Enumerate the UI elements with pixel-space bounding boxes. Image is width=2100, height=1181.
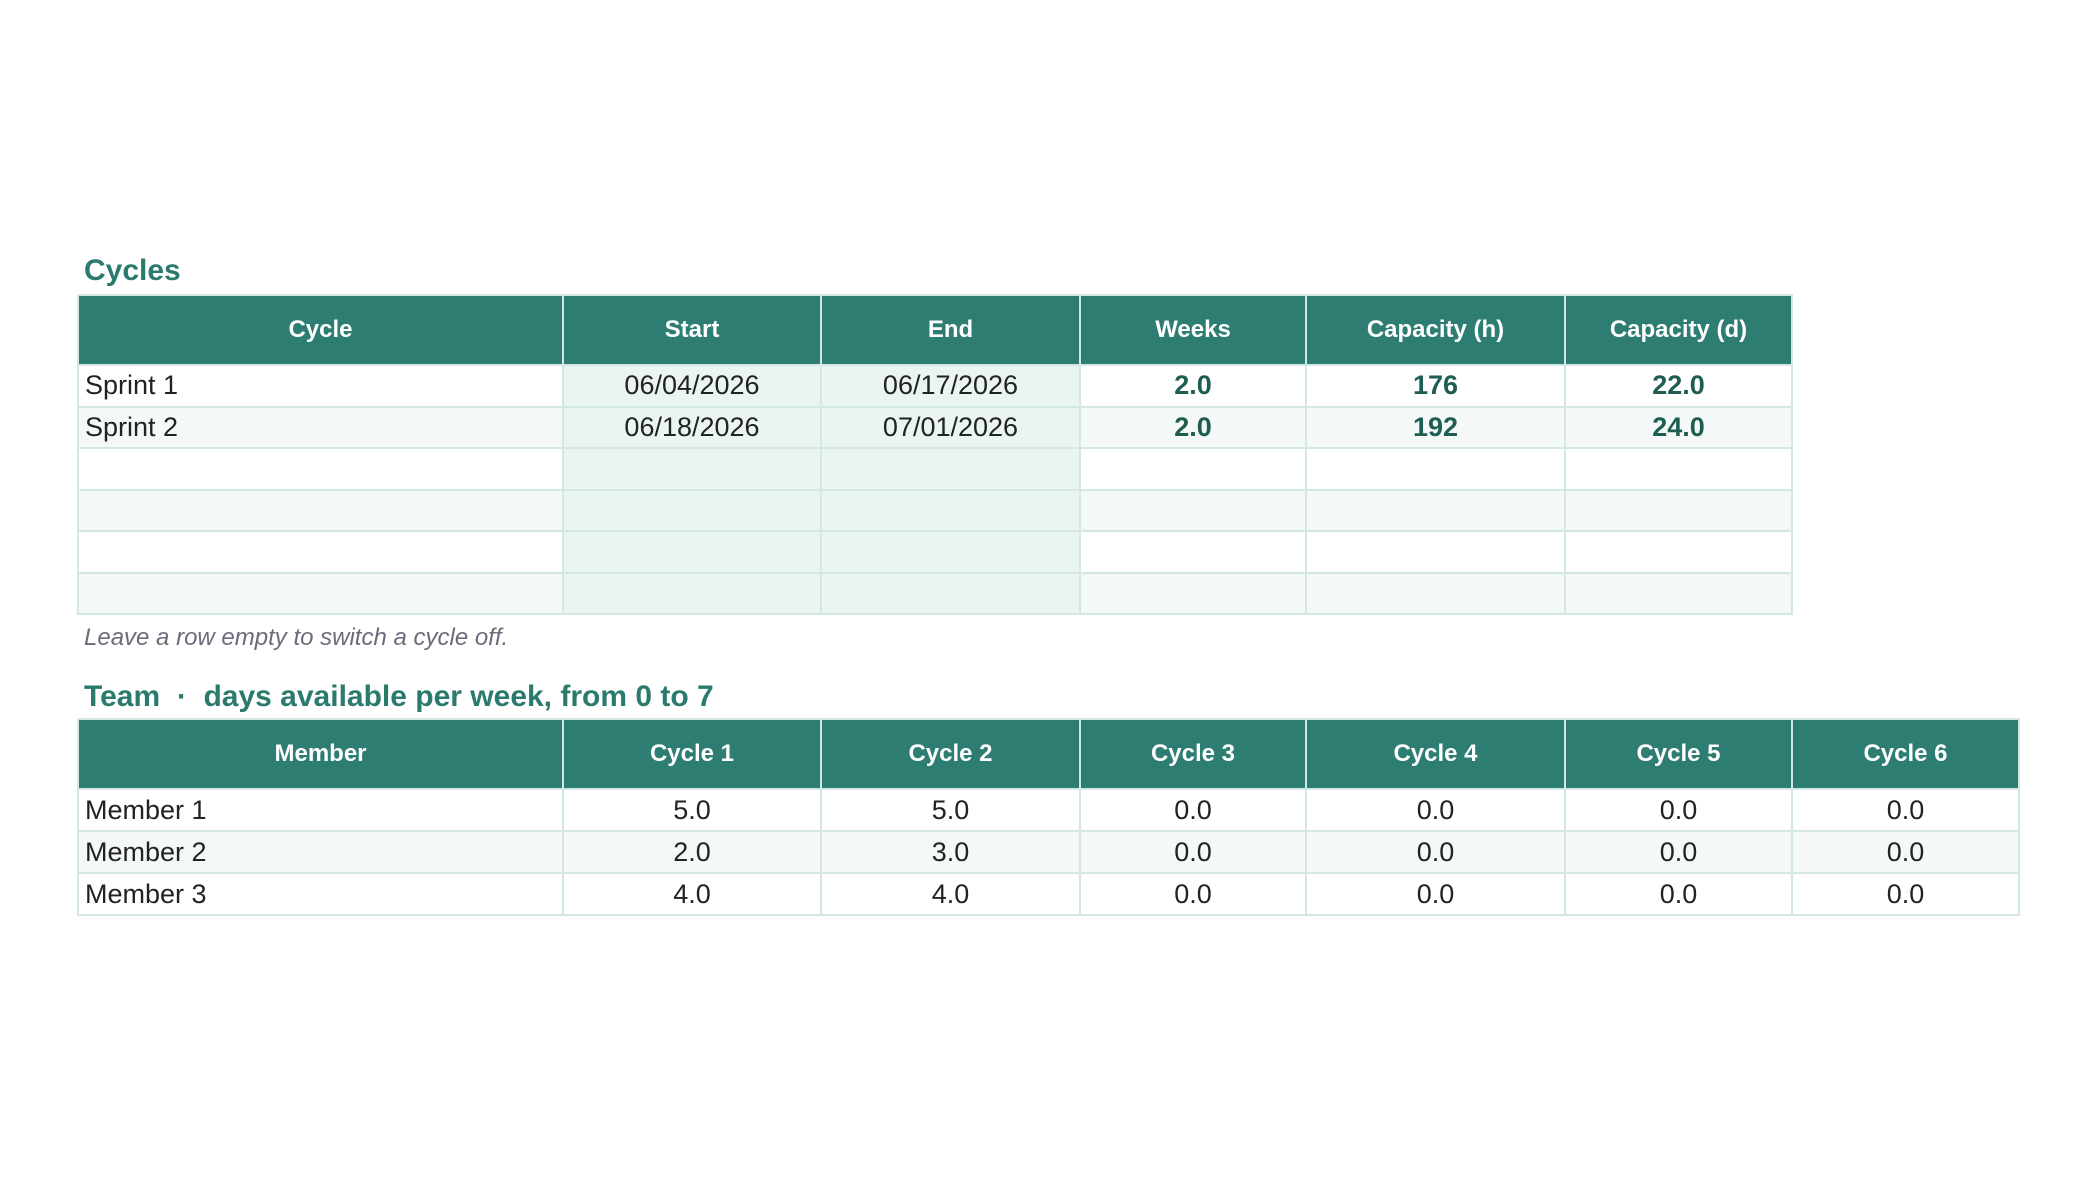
- table-cell: Cycle 5: [1564, 718, 1793, 790]
- table-cell: [77, 530, 564, 574]
- table-cell: 2.0: [1079, 405, 1307, 449]
- table-cell: [1564, 571, 1793, 615]
- table-cell: [77, 571, 564, 615]
- table-cell: [562, 530, 822, 574]
- table-cell: Sprint 1: [77, 364, 564, 408]
- table-cell: Cycle 1: [562, 718, 822, 790]
- table-cell: Cycle 6: [1791, 718, 2020, 790]
- table-cell: Sprint 2: [77, 405, 564, 449]
- table-cell: 24.0: [1564, 405, 1793, 449]
- table-cell: Capacity (d): [1564, 294, 1793, 366]
- table-cell: [1564, 488, 1793, 532]
- table-cell: [820, 488, 1081, 532]
- table-cell: Member 3: [77, 872, 564, 916]
- table-cell: [820, 447, 1081, 491]
- table-cell: [1305, 488, 1566, 532]
- table-cell: Weeks: [1079, 294, 1307, 366]
- table-cell: Member 1: [77, 788, 564, 832]
- table-cell: 22.0: [1564, 364, 1793, 408]
- table-cell: 06/17/2026: [820, 364, 1081, 408]
- table-cell: 0.0: [1305, 788, 1566, 832]
- table-cell: 0.0: [1305, 830, 1566, 874]
- table-cell: 2.0: [562, 830, 822, 874]
- table-cell: 192: [1305, 405, 1566, 449]
- table-cell: 07/01/2026: [820, 405, 1081, 449]
- team-title: Team · days available per week, from 0 t…: [84, 680, 714, 713]
- table-cell: Cycle: [77, 294, 564, 366]
- cycles-title: Cycles: [84, 254, 181, 287]
- table-cell: [1079, 530, 1307, 574]
- table-cell: 0.0: [1791, 830, 2020, 874]
- table-cell: 06/18/2026: [562, 405, 822, 449]
- table-cell: 5.0: [820, 788, 1081, 832]
- table-cell: 3.0: [820, 830, 1081, 874]
- table-cell: Cycle 3: [1079, 718, 1307, 790]
- table-cell: 0.0: [1305, 872, 1566, 916]
- table-cell: 176: [1305, 364, 1566, 408]
- table-cell: 2.0: [1079, 364, 1307, 408]
- note: Leave a row empty to switch a cycle off.: [84, 624, 509, 651]
- table-cell: End: [820, 294, 1081, 366]
- table-cell: 06/04/2026: [562, 364, 822, 408]
- table-cell: [820, 571, 1081, 615]
- table-cell: [77, 447, 564, 491]
- table-cell: 5.0: [562, 788, 822, 832]
- table-cell: 0.0: [1079, 872, 1307, 916]
- table-cell: [1079, 571, 1307, 615]
- table-cell: 0.0: [1791, 788, 2020, 832]
- table-cell: [562, 571, 822, 615]
- table-cell: [1079, 447, 1307, 491]
- table-cell: [1305, 571, 1566, 615]
- table-cell: 0.0: [1791, 872, 2020, 916]
- table-cell: 0.0: [1564, 830, 1793, 874]
- table-cell: [1564, 447, 1793, 491]
- table-cell: [562, 488, 822, 532]
- table-cell: [77, 488, 564, 532]
- table-cell: Member: [77, 718, 564, 790]
- table-cell: Cycle 2: [820, 718, 1081, 790]
- table-cell: 0.0: [1079, 830, 1307, 874]
- table-cell: Capacity (h): [1305, 294, 1566, 366]
- table-cell: [1079, 488, 1307, 532]
- table-cell: 4.0: [820, 872, 1081, 916]
- table-cell: [820, 530, 1081, 574]
- table-cell: Cycle 4: [1305, 718, 1566, 790]
- table-cell: 0.0: [1079, 788, 1307, 832]
- table-cell: Member 2: [77, 830, 564, 874]
- table-cell: Start: [562, 294, 822, 366]
- table-cell: 4.0: [562, 872, 822, 916]
- table-cell: [1305, 447, 1566, 491]
- table-cell: 0.0: [1564, 872, 1793, 916]
- table-cell: 0.0: [1564, 788, 1793, 832]
- table-cell: [1564, 530, 1793, 574]
- table-cell: [1305, 530, 1566, 574]
- table-cell: [562, 447, 822, 491]
